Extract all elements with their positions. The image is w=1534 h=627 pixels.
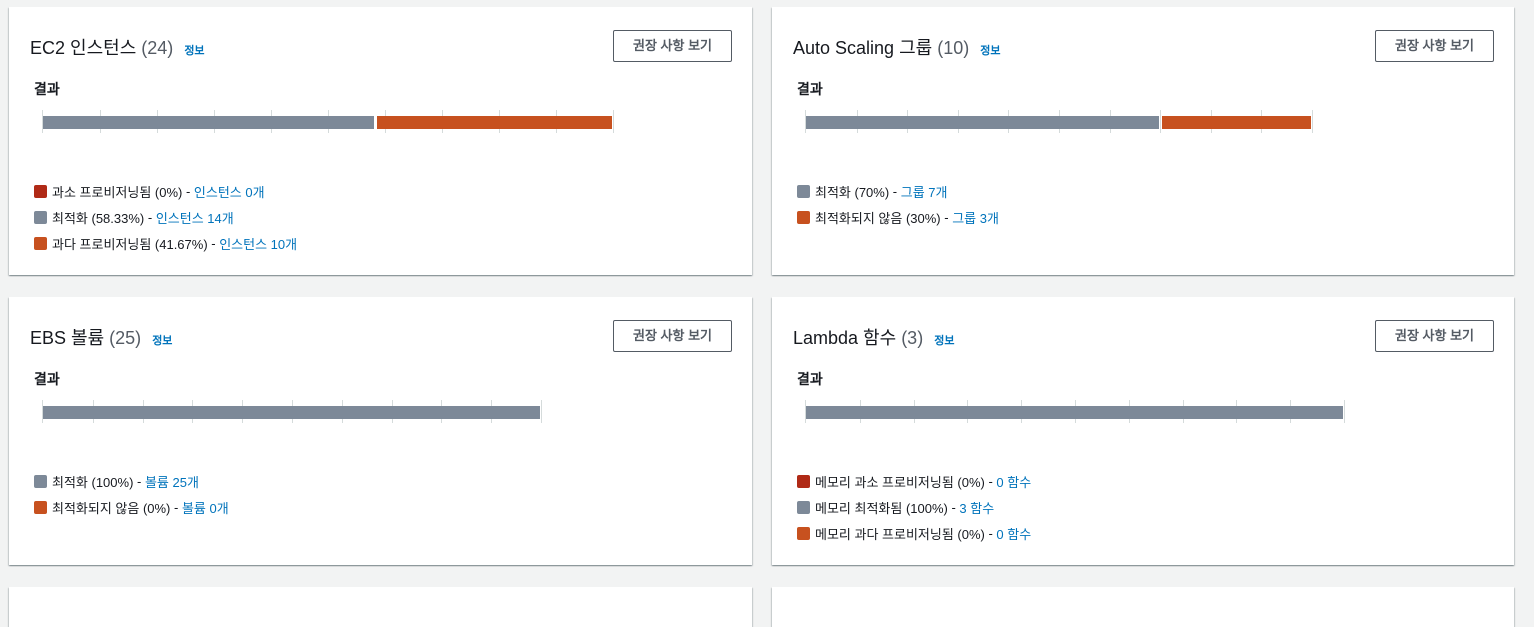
legend-text: 메모리 최적화됨 (100%) xyxy=(815,500,948,516)
legend-count-link[interactable]: 인스턴스 0개 xyxy=(193,184,265,200)
card-title: Auto Scaling 그룹 (10) 정보 xyxy=(793,34,1000,60)
legend-swatch xyxy=(34,500,47,514)
legend-text: 메모리 과소 프로비저닝됨 (0%) xyxy=(815,474,985,490)
result-bar xyxy=(805,110,1313,133)
card-title-text: EC2 인스턴스 xyxy=(30,38,137,58)
legend-separator: - xyxy=(144,209,156,225)
card-title: Lambda 함수 (3) 정보 xyxy=(793,324,954,350)
card-count: (24) xyxy=(141,38,174,58)
legend-swatch xyxy=(797,210,810,224)
view-recommendations-button[interactable]: 권장 사항 보기 xyxy=(613,320,732,352)
bar-grid-tick xyxy=(613,110,614,133)
card-count: (25) xyxy=(109,328,142,348)
result-bar xyxy=(42,400,542,423)
result-bar xyxy=(42,110,614,133)
bar-segment-optimized[interactable] xyxy=(43,406,540,419)
legend-item-optimized: 최적화 (70%) - 그룹 7개 xyxy=(797,178,999,204)
legend-swatch xyxy=(34,236,47,250)
bar-grid-tick xyxy=(541,400,542,423)
legend-separator: - xyxy=(182,183,194,199)
legend-item-optimized: 최적화 (58.33%) - 인스턴스 14개 xyxy=(34,204,297,230)
legend-item-not_optimized: 최적화되지 않음 (0%) - 볼륨 0개 xyxy=(34,494,229,520)
legend-separator: - xyxy=(889,183,901,199)
bar-segment-optimized[interactable] xyxy=(806,116,1160,129)
info-link[interactable]: 정보 xyxy=(152,335,173,347)
legend-count-link[interactable]: 인스턴스 10개 xyxy=(219,236,298,252)
info-link[interactable]: 정보 xyxy=(184,45,205,57)
card-title: EBS 볼륨 (25) 정보 xyxy=(30,324,172,350)
legend-count-link[interactable]: 0 함수 xyxy=(996,526,1032,542)
legend-swatch xyxy=(797,526,810,540)
result-legend: 메모리 과소 프로비저닝됨 (0%) - 0 함수 메모리 최적화됨 (100%)… xyxy=(797,468,1031,546)
card-title-text: Auto Scaling 그룹 xyxy=(793,38,933,58)
card-count: (10) xyxy=(937,38,970,58)
ec2-instances-card: EC2 인스턴스 (24) 정보 권장 사항 보기 결과 과소 프로비저닝됨 (… xyxy=(9,7,752,275)
legend-swatch xyxy=(34,474,47,488)
legend-swatch xyxy=(797,500,810,514)
legend-count-link[interactable]: 볼륨 0개 xyxy=(181,500,229,516)
legend-separator: - xyxy=(207,235,220,251)
legend-count-link[interactable]: 3 함수 xyxy=(959,500,995,516)
ebs-volumes-card: EBS 볼륨 (25) 정보 권장 사항 보기 결과 최적화 (100%) - … xyxy=(9,297,752,565)
legend-item-under: 과소 프로비저닝됨 (0%) - 인스턴스 0개 xyxy=(34,178,297,204)
legend-separator: - xyxy=(170,499,182,515)
bar-grid-tick xyxy=(1344,400,1345,423)
legend-text: 최적화되지 않음 (30%) xyxy=(815,210,941,226)
view-recommendations-button[interactable]: 권장 사항 보기 xyxy=(613,30,732,62)
card-title-text: EBS 볼륨 xyxy=(30,328,105,348)
bar-segment-over[interactable] xyxy=(377,116,612,129)
card-title: EC2 인스턴스 (24) 정보 xyxy=(30,34,205,60)
bar-grid-tick xyxy=(1312,110,1313,133)
legend-item-not_optimized: 최적화되지 않음 (30%) - 그룹 3개 xyxy=(797,204,999,230)
result-bar xyxy=(805,400,1345,423)
legend-swatch xyxy=(34,184,47,198)
legend-text: 과다 프로비저닝됨 (41.67%) xyxy=(52,236,208,252)
legend-text: 최적화 (100%) xyxy=(52,474,134,490)
legend-text: 최적화 (58.33%) xyxy=(52,210,145,226)
legend-item-optimized: 메모리 최적화됨 (100%) - 3 함수 xyxy=(797,494,1031,520)
legend-count-link[interactable]: 그룹 3개 xyxy=(952,210,999,226)
legend-swatch xyxy=(34,210,47,224)
legend-count-link[interactable]: 인스턴스 14개 xyxy=(155,210,234,226)
legend-separator: - xyxy=(947,499,960,515)
legend-text: 최적화 (70%) xyxy=(815,184,890,200)
result-label: 결과 xyxy=(34,81,60,97)
legend-swatch xyxy=(797,184,810,198)
legend-text: 최적화되지 않음 (0%) xyxy=(52,500,171,516)
legend-separator: - xyxy=(133,473,145,489)
legend-item-over: 메모리 과다 프로비저닝됨 (0%) - 0 함수 xyxy=(797,520,1031,546)
legend-text: 과소 프로비저닝됨 (0%) xyxy=(52,184,183,200)
info-link[interactable]: 정보 xyxy=(934,335,955,347)
legend-text: 메모리 과다 프로비저닝됨 (0%) xyxy=(815,526,985,542)
next-card-right xyxy=(772,587,1514,627)
legend-separator: - xyxy=(984,473,997,489)
bar-segment-optimized[interactable] xyxy=(43,116,375,129)
legend-item-under: 메모리 과소 프로비저닝됨 (0%) - 0 함수 xyxy=(797,468,1031,494)
legend-item-optimized: 최적화 (100%) - 볼륨 25개 xyxy=(34,468,229,494)
view-recommendations-button[interactable]: 권장 사항 보기 xyxy=(1375,30,1494,62)
result-label: 결과 xyxy=(34,371,60,387)
legend-separator: - xyxy=(940,209,953,225)
bar-grid-tick xyxy=(1160,110,1161,133)
auto-scaling-groups-card: Auto Scaling 그룹 (10) 정보 권장 사항 보기 결과 최적화 … xyxy=(772,7,1514,275)
result-legend: 과소 프로비저닝됨 (0%) - 인스턴스 0개 최적화 (58.33%) - 인… xyxy=(34,178,297,256)
bar-segment-optimized[interactable] xyxy=(806,406,1343,419)
bar-segment-not_optimized[interactable] xyxy=(1162,116,1311,129)
card-count: (3) xyxy=(901,328,924,348)
lambda-functions-card: Lambda 함수 (3) 정보 권장 사항 보기 결과 메모리 과소 프로비저… xyxy=(772,297,1514,565)
legend-count-link[interactable]: 그룹 7개 xyxy=(900,184,948,200)
info-link[interactable]: 정보 xyxy=(980,45,1001,57)
result-label: 결과 xyxy=(797,371,823,387)
result-legend: 최적화 (100%) - 볼륨 25개 최적화되지 않음 (0%) - 볼륨 0개 xyxy=(34,468,229,520)
result-label: 결과 xyxy=(797,81,823,97)
legend-separator: - xyxy=(984,525,997,541)
next-card-left xyxy=(9,587,752,627)
legend-item-over: 과다 프로비저닝됨 (41.67%) - 인스턴스 10개 xyxy=(34,230,297,256)
card-title-text: Lambda 함수 xyxy=(793,328,897,348)
legend-count-link[interactable]: 0 함수 xyxy=(996,474,1032,490)
legend-count-link[interactable]: 볼륨 25개 xyxy=(144,474,199,490)
legend-swatch xyxy=(797,474,810,488)
result-legend: 최적화 (70%) - 그룹 7개 최적화되지 않음 (30%) - 그룹 3개 xyxy=(797,178,999,230)
view-recommendations-button[interactable]: 권장 사항 보기 xyxy=(1375,320,1494,352)
